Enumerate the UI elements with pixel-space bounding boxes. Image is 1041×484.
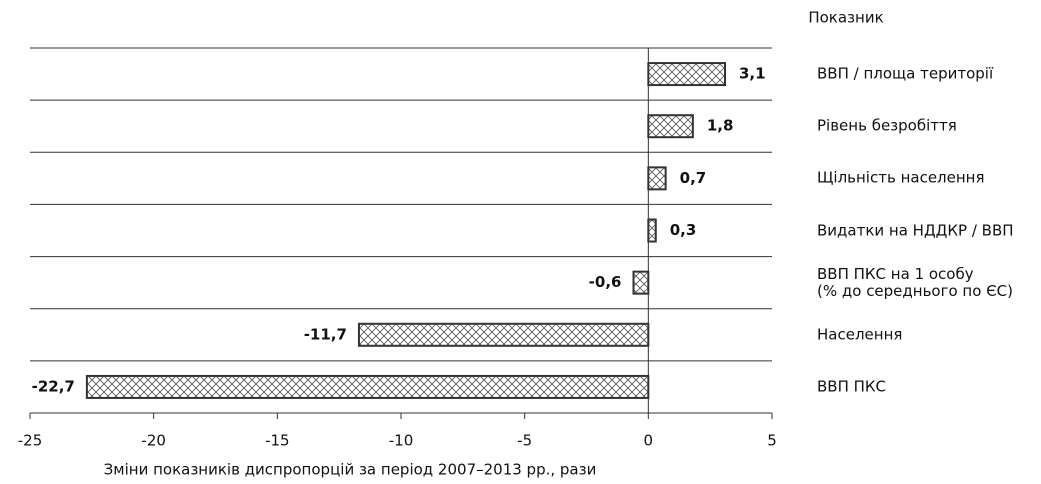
x-tick-label: 5 [767, 432, 777, 450]
bar [647, 62, 727, 87]
category-header: Показник [808, 9, 883, 27]
value-label: 1,8 [707, 117, 734, 135]
value-label: 0,3 [670, 221, 697, 239]
category-label: ВВП / площа території [817, 64, 994, 83]
category-label: ВВП ПКС на 1 особу (% до середнього по Є… [817, 264, 1013, 300]
category-label: Населення [817, 325, 903, 344]
value-label: 0,7 [680, 169, 707, 187]
bar [357, 322, 650, 347]
bar [647, 166, 667, 191]
x-tick-label: -25 [18, 432, 43, 450]
value-label: 3,1 [739, 65, 766, 83]
x-tick-label: 0 [644, 432, 654, 450]
value-label: -0,6 [589, 273, 622, 291]
value-label: -22,7 [32, 377, 75, 395]
bar [632, 270, 650, 295]
category-label: Рівень безробіття [817, 116, 957, 135]
x-tick-label: -20 [141, 432, 166, 450]
x-tick-label: -10 [389, 432, 414, 450]
bar [647, 218, 657, 243]
x-axis-label: Зміни показників диспропорцій за період … [104, 461, 597, 479]
bar [85, 374, 650, 399]
category-label: ВВП ПКС [817, 377, 887, 396]
bar [647, 114, 694, 139]
category-label: Видатки на НДДКР / ВВП [817, 221, 1014, 239]
x-tick-label: -5 [517, 432, 532, 450]
x-tick-label: -15 [265, 432, 290, 450]
value-label: -11,7 [304, 325, 347, 343]
category-label: Щільність населення [817, 168, 985, 187]
